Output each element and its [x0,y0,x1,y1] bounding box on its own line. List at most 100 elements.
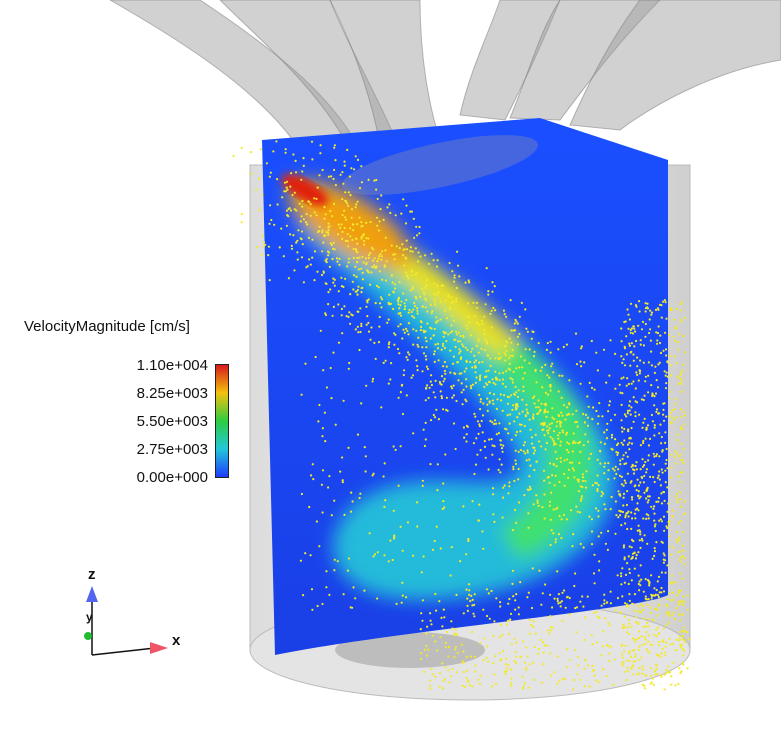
particle [354,328,357,331]
particle [620,475,623,478]
particle [600,490,603,493]
particle [405,596,408,599]
particle [401,594,404,597]
particle [643,464,646,467]
particle [597,515,600,518]
particle [397,300,400,303]
particle [425,346,428,349]
particle [600,494,603,498]
particle [663,331,667,334]
particle [410,310,413,314]
particle [644,597,647,600]
particle [577,442,580,445]
particle [338,226,342,229]
particle [516,335,520,338]
particle [549,543,552,547]
particle [681,471,684,474]
particle [580,345,583,348]
particle [670,466,673,469]
particle [655,379,658,382]
particle [680,560,683,563]
particle [515,407,518,410]
particle [596,489,599,493]
particle [476,420,480,423]
particle [630,579,633,582]
particle [632,359,635,362]
particle [680,600,683,603]
particle [499,443,502,446]
particle [432,334,435,337]
particle [440,375,444,378]
particle [631,666,634,669]
particle [654,673,657,676]
particle [367,321,370,324]
particle [424,438,427,441]
particle [309,214,312,217]
particle [474,670,477,673]
particle [665,668,668,672]
particle [426,367,429,371]
particle [638,413,641,416]
particle [503,484,506,487]
particle [581,595,584,598]
particle [329,288,332,291]
particle [639,468,642,471]
particle [579,360,582,363]
particle [490,309,493,312]
particle [301,170,304,173]
particle [628,571,631,575]
particle [458,372,461,375]
particle [516,343,519,346]
particle [638,529,641,532]
particle [304,552,307,555]
particle [477,432,480,435]
particle [332,177,335,181]
particle [258,208,261,211]
particle [296,251,299,254]
particle [522,385,525,388]
particle [444,641,447,645]
particle [452,384,455,387]
particle [471,500,474,503]
particle [342,593,345,596]
particle [502,486,505,489]
particle [416,369,419,372]
particle [636,502,639,505]
particle [398,352,401,355]
particle [644,380,647,383]
particle [682,544,685,547]
particle [630,511,633,514]
particle [649,437,652,440]
particle [668,592,671,595]
particle [451,667,454,671]
particle [370,246,373,249]
particle [663,559,667,562]
particle [422,428,425,431]
particle [376,260,379,263]
particle [676,501,679,504]
particle [649,682,652,685]
particle [647,444,651,447]
particle [421,370,424,373]
particle [564,418,567,421]
particle [592,572,596,575]
particle [513,479,516,483]
particle [535,460,538,463]
particle [630,327,634,330]
particle [637,610,640,613]
particle [437,359,440,362]
particle [444,666,447,669]
particle [287,277,290,280]
particle [620,643,624,646]
particle [658,470,661,473]
particle [682,663,685,666]
particle [520,423,523,426]
axis-label-x: x [172,632,181,649]
particle [668,333,671,336]
particle [358,348,361,352]
particle [617,516,620,519]
particle [627,618,630,621]
particle [340,314,343,317]
particle [425,340,428,343]
particle [678,539,681,542]
